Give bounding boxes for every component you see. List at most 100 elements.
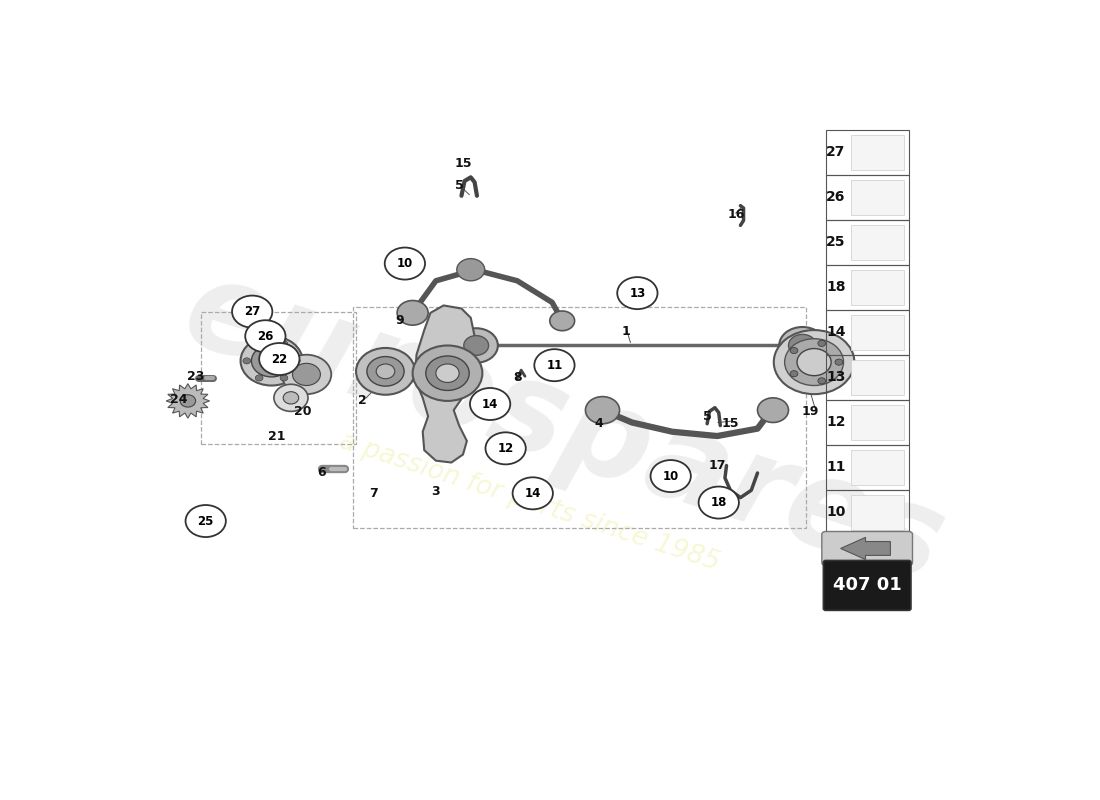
Text: 13: 13 (629, 286, 646, 300)
Circle shape (464, 336, 488, 355)
Text: 14: 14 (525, 487, 541, 500)
FancyBboxPatch shape (824, 561, 911, 610)
Circle shape (784, 338, 844, 386)
Circle shape (454, 328, 498, 362)
Circle shape (790, 370, 798, 377)
Text: 16: 16 (727, 208, 745, 221)
Text: 26: 26 (826, 190, 846, 204)
Bar (850, 450, 904, 485)
Polygon shape (840, 538, 890, 559)
Bar (850, 225, 904, 260)
Circle shape (186, 505, 225, 537)
Circle shape (426, 356, 470, 390)
Text: 11: 11 (547, 358, 562, 372)
Bar (850, 360, 904, 394)
Text: 2: 2 (358, 394, 366, 407)
Circle shape (818, 378, 826, 384)
Circle shape (180, 394, 196, 407)
Circle shape (367, 357, 404, 386)
Circle shape (535, 349, 574, 382)
Circle shape (456, 258, 485, 281)
Circle shape (245, 320, 286, 352)
Bar (826, 175, 909, 220)
Circle shape (397, 301, 428, 325)
Text: 12: 12 (497, 442, 514, 455)
Bar (850, 180, 904, 215)
Bar (826, 265, 909, 310)
Circle shape (758, 398, 789, 422)
Text: 23: 23 (187, 370, 205, 382)
Bar (850, 135, 904, 170)
Bar (826, 445, 909, 490)
Text: 407 01: 407 01 (833, 577, 902, 594)
Bar (826, 130, 909, 175)
Circle shape (243, 358, 251, 364)
Text: 10: 10 (662, 470, 679, 482)
Circle shape (798, 349, 832, 376)
Text: 11: 11 (826, 460, 846, 474)
Text: 15: 15 (454, 158, 472, 170)
Text: 21: 21 (268, 430, 286, 442)
Bar (826, 354, 909, 400)
Bar (826, 490, 909, 534)
Text: 5: 5 (454, 179, 463, 192)
Text: eurospares: eurospares (169, 249, 958, 608)
Text: 5: 5 (703, 410, 712, 423)
Text: 25: 25 (198, 514, 213, 527)
Circle shape (255, 375, 263, 381)
Circle shape (252, 345, 292, 377)
FancyBboxPatch shape (822, 531, 913, 566)
Circle shape (617, 277, 658, 309)
Text: 17: 17 (708, 459, 726, 472)
Circle shape (650, 460, 691, 492)
Circle shape (255, 341, 263, 347)
Text: 9: 9 (395, 314, 404, 327)
Circle shape (280, 341, 288, 347)
Text: 10: 10 (397, 257, 412, 270)
Text: 3: 3 (431, 485, 440, 498)
Text: 18: 18 (826, 280, 846, 294)
Circle shape (293, 363, 320, 386)
Text: 27: 27 (826, 146, 846, 159)
Circle shape (293, 358, 300, 364)
Bar (201, 312, 356, 444)
Circle shape (280, 375, 288, 381)
Text: 13: 13 (826, 370, 846, 384)
Circle shape (550, 311, 574, 330)
Circle shape (779, 327, 826, 364)
Circle shape (282, 354, 331, 394)
Text: 7: 7 (370, 487, 378, 500)
Bar (850, 405, 904, 440)
Circle shape (385, 247, 425, 279)
Text: 4: 4 (594, 418, 603, 430)
Circle shape (436, 364, 459, 382)
Circle shape (790, 347, 798, 354)
Text: 6: 6 (318, 466, 327, 479)
Circle shape (260, 343, 299, 375)
Circle shape (376, 364, 395, 378)
Circle shape (274, 384, 308, 411)
Circle shape (773, 330, 855, 394)
Bar (353, 306, 806, 529)
Bar (850, 314, 904, 350)
Circle shape (698, 486, 739, 518)
Text: 22: 22 (272, 353, 287, 366)
Text: 25: 25 (826, 235, 846, 250)
Text: 14: 14 (826, 326, 846, 339)
Text: 15: 15 (722, 418, 739, 430)
Circle shape (470, 388, 510, 420)
Circle shape (513, 478, 553, 510)
Text: 27: 27 (244, 305, 261, 318)
Circle shape (232, 295, 273, 328)
Text: 12: 12 (826, 415, 846, 429)
Text: 10: 10 (826, 505, 846, 519)
Circle shape (356, 348, 415, 394)
Circle shape (818, 340, 826, 346)
Bar (850, 494, 904, 530)
Text: 26: 26 (257, 330, 274, 342)
Text: 18: 18 (711, 496, 727, 509)
Text: 19: 19 (802, 405, 818, 418)
Bar (826, 400, 909, 445)
Text: 24: 24 (169, 393, 187, 406)
Polygon shape (166, 384, 210, 418)
